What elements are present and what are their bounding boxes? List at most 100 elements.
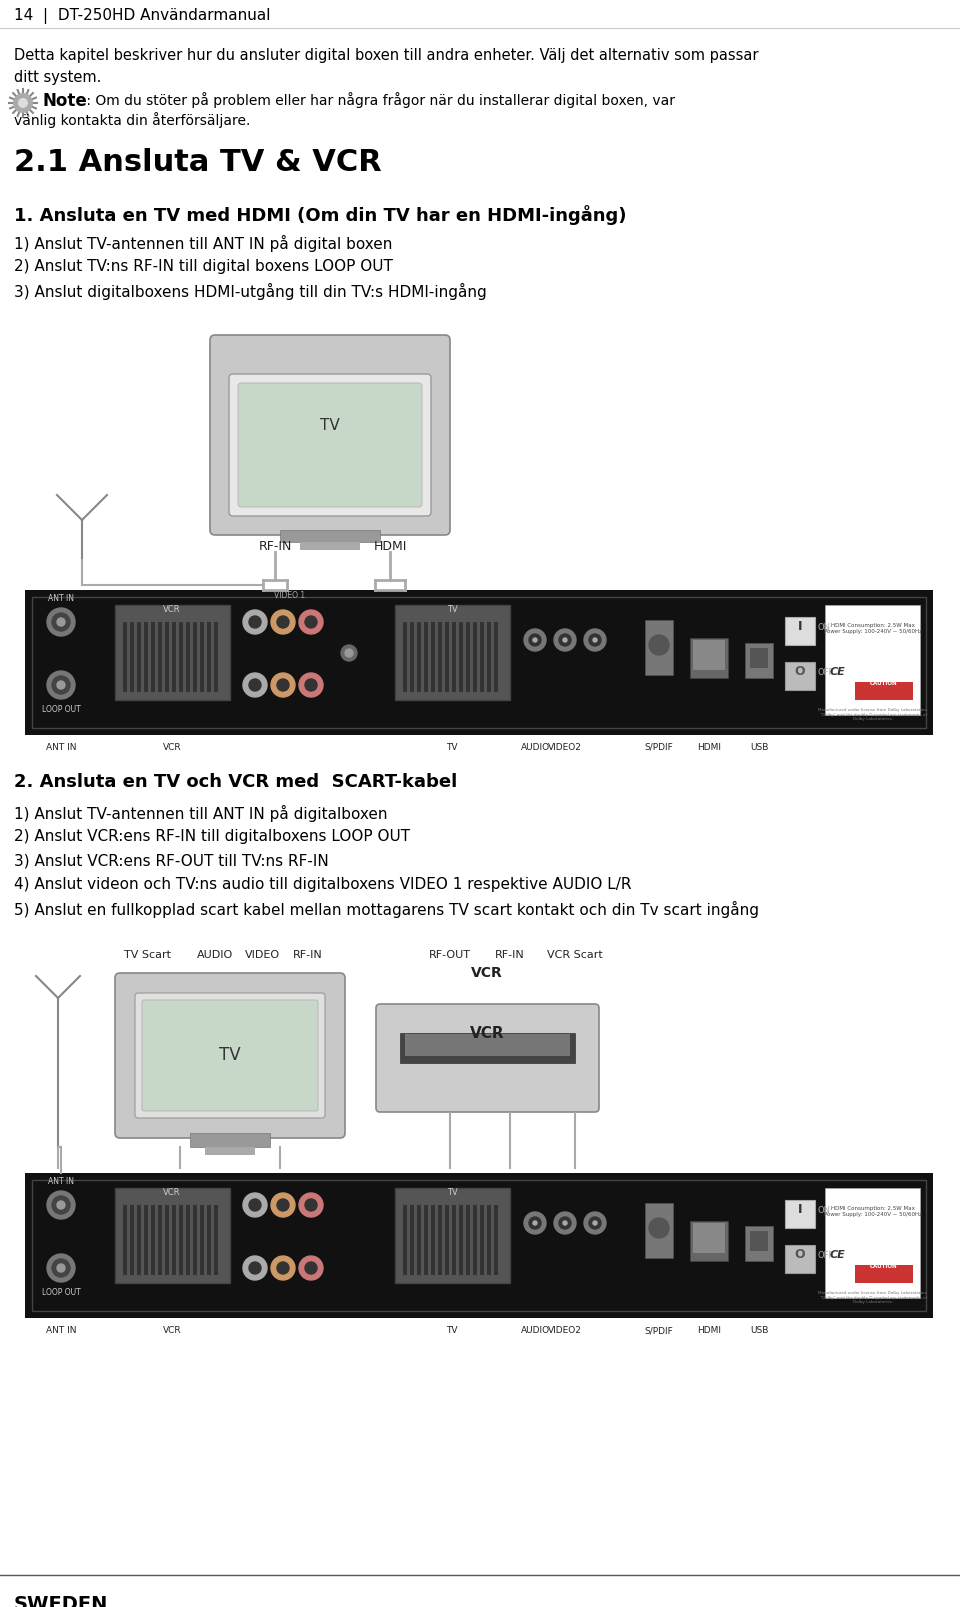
Bar xyxy=(466,622,470,693)
Circle shape xyxy=(305,680,317,691)
Bar xyxy=(395,604,510,701)
Bar xyxy=(494,1205,498,1274)
Bar xyxy=(137,622,141,693)
Text: OFF: OFF xyxy=(818,669,834,677)
Circle shape xyxy=(57,1200,65,1208)
Text: S/PDIF: S/PDIF xyxy=(644,742,673,752)
Text: RF-IN: RF-IN xyxy=(293,950,323,959)
Bar xyxy=(431,622,435,693)
Text: CAUTION: CAUTION xyxy=(870,1265,898,1270)
Bar xyxy=(417,1205,421,1274)
Bar xyxy=(452,1205,456,1274)
Circle shape xyxy=(589,635,601,646)
Circle shape xyxy=(554,1212,576,1234)
Bar xyxy=(165,1205,169,1274)
Text: 4) Anslut videon och TV:ns audio till digitalboxens VIDEO 1 respektive AUDIO L/R: 4) Anslut videon och TV:ns audio till di… xyxy=(14,877,632,892)
Bar xyxy=(400,1033,575,1062)
Bar xyxy=(452,622,456,693)
Bar xyxy=(690,638,728,678)
Text: ON: ON xyxy=(818,1205,831,1215)
Bar xyxy=(473,1205,477,1274)
Text: CAUTION: CAUTION xyxy=(870,681,898,686)
Bar xyxy=(179,1205,183,1274)
Circle shape xyxy=(277,615,289,628)
Circle shape xyxy=(529,635,541,646)
Bar xyxy=(25,590,933,734)
Bar xyxy=(480,1205,484,1274)
Bar xyxy=(410,622,414,693)
Bar xyxy=(445,1205,449,1274)
FancyBboxPatch shape xyxy=(238,382,422,506)
Bar xyxy=(693,1223,725,1253)
Text: VCR: VCR xyxy=(163,1188,180,1197)
Circle shape xyxy=(249,615,261,628)
Bar xyxy=(403,1205,407,1274)
Bar xyxy=(417,622,421,693)
Bar xyxy=(207,1205,211,1274)
Circle shape xyxy=(524,628,546,651)
Text: ditt system.: ditt system. xyxy=(14,71,102,85)
Text: SWEDEN: SWEDEN xyxy=(14,1596,108,1607)
Bar xyxy=(115,604,230,701)
Bar xyxy=(405,1033,570,1056)
Bar xyxy=(395,1188,510,1282)
Bar xyxy=(32,596,926,728)
Bar xyxy=(487,622,491,693)
Circle shape xyxy=(559,1216,571,1229)
Bar xyxy=(193,622,197,693)
Bar xyxy=(473,622,477,693)
Text: 1) Anslut TV-antennen till ANT IN på digital boxen: 1) Anslut TV-antennen till ANT IN på dig… xyxy=(14,235,393,252)
Text: VCR Scart: VCR Scart xyxy=(547,950,603,959)
Text: Note: Note xyxy=(42,92,86,109)
Bar xyxy=(200,1205,204,1274)
Bar xyxy=(424,622,428,693)
Text: RF-IN: RF-IN xyxy=(495,950,525,959)
Bar xyxy=(214,622,218,693)
Circle shape xyxy=(529,1216,541,1229)
Bar xyxy=(438,1205,442,1274)
Circle shape xyxy=(563,1221,567,1225)
FancyBboxPatch shape xyxy=(376,1004,599,1112)
Circle shape xyxy=(243,611,267,635)
Text: VIDEO: VIDEO xyxy=(245,950,279,959)
Circle shape xyxy=(52,612,70,632)
Text: USB: USB xyxy=(750,742,768,752)
FancyBboxPatch shape xyxy=(142,1000,318,1110)
Text: 3) Anslut VCR:ens RF-OUT till TV:ns RF-IN: 3) Anslut VCR:ens RF-OUT till TV:ns RF-I… xyxy=(14,853,328,868)
Bar xyxy=(186,622,190,693)
FancyBboxPatch shape xyxy=(229,374,431,516)
Circle shape xyxy=(271,1257,295,1281)
Text: 3) Anslut digitalboxens HDMI-utgång till din TV:s HDMI-ingång: 3) Anslut digitalboxens HDMI-utgång till… xyxy=(14,283,487,301)
Circle shape xyxy=(345,649,353,657)
Bar xyxy=(32,1180,926,1311)
Circle shape xyxy=(57,1265,65,1273)
Circle shape xyxy=(305,1261,317,1274)
Bar xyxy=(785,662,815,689)
Text: TV Scart: TV Scart xyxy=(125,950,172,959)
Text: VCR: VCR xyxy=(162,742,181,752)
Text: AUDIO: AUDIO xyxy=(520,1326,549,1335)
Text: VCR: VCR xyxy=(163,604,180,614)
Bar xyxy=(750,648,768,669)
Bar xyxy=(750,1231,768,1250)
Circle shape xyxy=(299,1192,323,1216)
Bar xyxy=(431,1205,435,1274)
Circle shape xyxy=(593,1221,597,1225)
Bar xyxy=(745,643,773,678)
Bar xyxy=(144,622,148,693)
Text: 1. Ansluta en TV med HDMI (Om din TV har en HDMI-ingång): 1. Ansluta en TV med HDMI (Om din TV har… xyxy=(14,206,627,225)
Text: 5) Anslut en fullkopplad scart kabel mellan mottagarens TV scart kontakt och din: 5) Anslut en fullkopplad scart kabel mel… xyxy=(14,902,759,918)
Text: TV: TV xyxy=(446,1188,457,1197)
Circle shape xyxy=(299,611,323,635)
Text: Manufactured under license from Dolby Laboratories.
"Dolby" and the double-D sym: Manufactured under license from Dolby La… xyxy=(818,709,928,722)
Circle shape xyxy=(277,1199,289,1212)
Text: TV: TV xyxy=(320,418,340,432)
Bar xyxy=(424,1205,428,1274)
Bar xyxy=(466,1205,470,1274)
Text: HDMI Consumption: 2.5W Max
Power Supply: 100-240V ~ 50/60Hz: HDMI Consumption: 2.5W Max Power Supply:… xyxy=(824,624,922,633)
Circle shape xyxy=(305,1199,317,1212)
Bar xyxy=(130,622,134,693)
Text: LOOP OUT: LOOP OUT xyxy=(41,705,81,714)
Circle shape xyxy=(341,644,357,660)
Text: 2) Anslut TV:ns RF-IN till digital boxens LOOP OUT: 2) Anslut TV:ns RF-IN till digital boxen… xyxy=(14,259,393,275)
